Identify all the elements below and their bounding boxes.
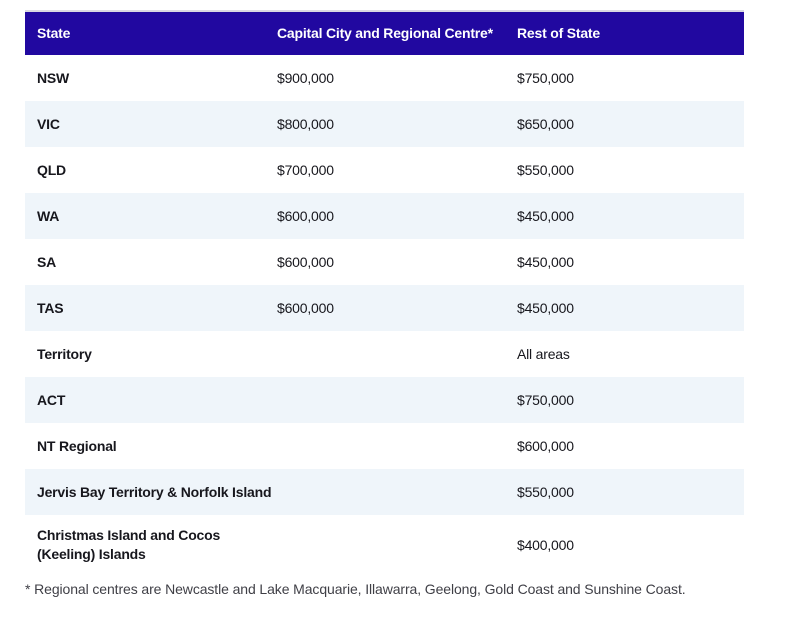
rest-cell: $750,000: [517, 69, 574, 86]
state-cell: NT Regional: [37, 437, 117, 454]
state-cell: Territory: [37, 345, 92, 362]
rest-cell: $550,000: [517, 483, 574, 500]
table-row: ACT $750,000: [25, 377, 744, 423]
table-row: WA $600,000 $450,000: [25, 193, 744, 239]
rest-cell: $450,000: [517, 299, 574, 316]
state-cell: NSW: [37, 69, 70, 86]
rest-cell: $450,000: [517, 253, 574, 270]
state-cell: SA: [37, 253, 57, 270]
table-row: NT Regional $600,000: [25, 423, 744, 469]
table-row: VIC $800,000 $650,000: [25, 101, 744, 147]
footnote: * Regional centres are Newcastle and Lak…: [25, 581, 686, 597]
table-header-row: State Capital City and Regional Centre* …: [25, 10, 744, 55]
state-cell: WA: [37, 207, 60, 224]
rest-cell: $450,000: [517, 207, 574, 224]
state-cell: Jervis Bay Territory & Norfolk Island: [37, 483, 272, 500]
capital-cell: $900,000: [277, 69, 334, 86]
rest-cell: All areas: [517, 345, 570, 362]
state-cell: Christmas Island and Cocos (Keeling) Isl…: [37, 527, 221, 562]
table-row: NSW $900,000 $750,000: [25, 55, 744, 101]
table-row: Territory All areas: [25, 331, 744, 377]
rest-cell: $750,000: [517, 391, 574, 408]
capital-cell: $600,000: [277, 299, 334, 316]
rest-cell: $600,000: [517, 437, 574, 454]
state-cell: TAS: [37, 299, 64, 316]
capital-cell: $700,000: [277, 161, 334, 178]
column-header-rest-of-state: Rest of State: [517, 25, 600, 42]
column-header-state: State: [37, 25, 71, 42]
state-cell: ACT: [37, 391, 66, 408]
capital-cell: $600,000: [277, 207, 334, 224]
rest-cell: $550,000: [517, 161, 574, 178]
capital-cell: $800,000: [277, 115, 334, 132]
table-row: Jervis Bay Territory & Norfolk Island $5…: [25, 469, 744, 515]
table-body: NSW $900,000 $750,000 VIC $800,000 $650,…: [25, 55, 744, 575]
price-cap-table: State Capital City and Regional Centre* …: [25, 10, 744, 575]
rest-cell: $650,000: [517, 115, 574, 132]
column-header-capital-city: Capital City and Regional Centre*: [277, 25, 493, 42]
table-row: SA $600,000 $450,000: [25, 239, 744, 285]
capital-cell: $600,000: [277, 253, 334, 270]
table-row: QLD $700,000 $550,000: [25, 147, 744, 193]
state-cell: VIC: [37, 115, 60, 132]
table-row: TAS $600,000 $450,000: [25, 285, 744, 331]
table-row: Christmas Island and Cocos (Keeling) Isl…: [25, 515, 744, 575]
rest-cell: $400,000: [517, 536, 574, 553]
state-cell: QLD: [37, 161, 66, 178]
